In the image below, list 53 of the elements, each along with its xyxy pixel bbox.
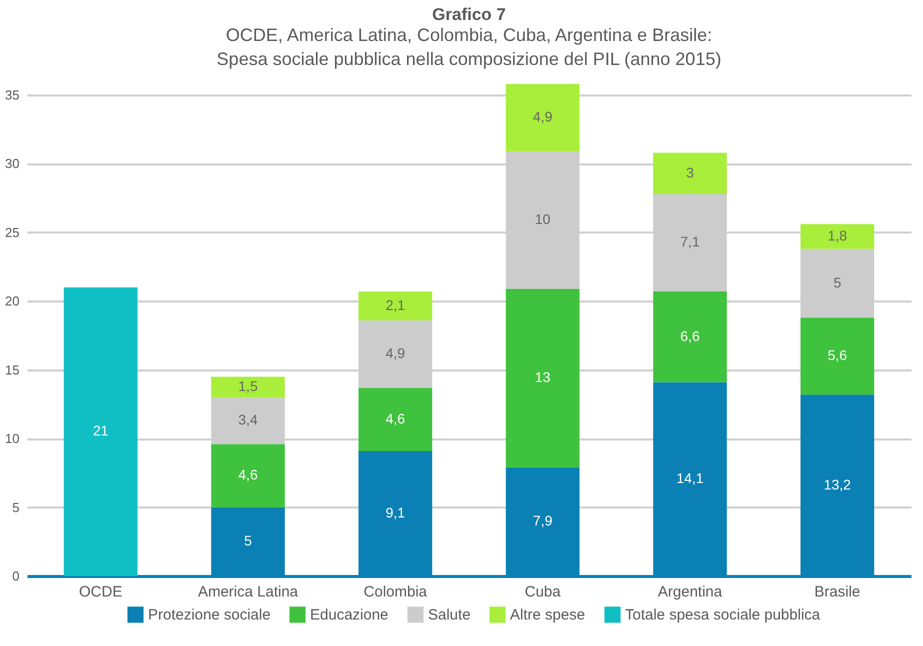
chart-title: Grafico 7	[432, 5, 506, 24]
y-tick-label: 30	[5, 156, 20, 172]
x-tick-label: Cuba	[524, 584, 562, 600]
legend-label: Salute	[428, 606, 471, 624]
data-label: 3,4	[238, 412, 258, 428]
y-tick-label: 5	[12, 500, 20, 515]
bar	[506, 288, 580, 468]
data-label: 5	[244, 532, 252, 549]
bar	[358, 388, 432, 451]
data-label: 4,6	[386, 410, 406, 426]
data-label: 10	[534, 211, 551, 228]
x-tick-label: Brasile	[814, 584, 860, 600]
bar	[506, 84, 580, 152]
data-label: 21	[92, 422, 109, 439]
bar	[211, 376, 285, 398]
legend-label: Educazione	[310, 606, 388, 624]
bar	[211, 444, 285, 508]
y-tick-label: 25	[5, 224, 20, 240]
data-label: 9,1	[386, 504, 406, 520]
bar	[800, 318, 874, 395]
legend-label: Totale spesa sociale pubblica	[625, 606, 821, 624]
data-label: 3	[686, 164, 694, 180]
data-label: 1,5	[238, 378, 258, 394]
data-label: 7,1	[680, 234, 700, 250]
data-label: 14,1	[676, 470, 704, 486]
data-label: 4,9	[386, 345, 406, 362]
y-tick-label: 35	[5, 87, 20, 102]
data-label: 5	[833, 274, 842, 290]
x-tick-label: OCDE	[78, 584, 122, 600]
data-label: 2,1	[386, 296, 406, 313]
legend-label: Protezione sociale	[148, 606, 271, 624]
data-label: 1,8	[828, 228, 848, 244]
bar	[64, 287, 138, 576]
data-label: 6,6	[680, 328, 700, 344]
data-label: 13	[534, 369, 551, 386]
y-tick-label: 20	[5, 294, 20, 309]
x-tick-label: America Latina	[198, 584, 299, 600]
data-label: 4,9	[532, 108, 553, 125]
data-label: 13,2	[824, 476, 852, 492]
bar	[800, 224, 874, 249]
bar	[653, 152, 727, 194]
data-label: 4,6	[238, 466, 258, 483]
y-tick-label: 15	[5, 362, 20, 378]
data-label: 7,9	[532, 512, 553, 529]
data-label: 5,6	[828, 347, 848, 364]
y-tick-label: 10	[5, 431, 20, 446]
x-tick-label: Colombia	[364, 584, 428, 600]
x-tick-label: Argentina	[658, 584, 723, 600]
y-tick-label: 0	[12, 568, 20, 584]
bar	[358, 292, 432, 320]
bar	[653, 292, 727, 382]
chart-subtitle: OCDE, America Latina, Colombia, Cuba, Argentina e Brasile: Spesa sociale pubblica nella composizione del PIL (anno 2015)	[216, 25, 722, 69]
legend-label: Altre spese	[510, 606, 586, 624]
